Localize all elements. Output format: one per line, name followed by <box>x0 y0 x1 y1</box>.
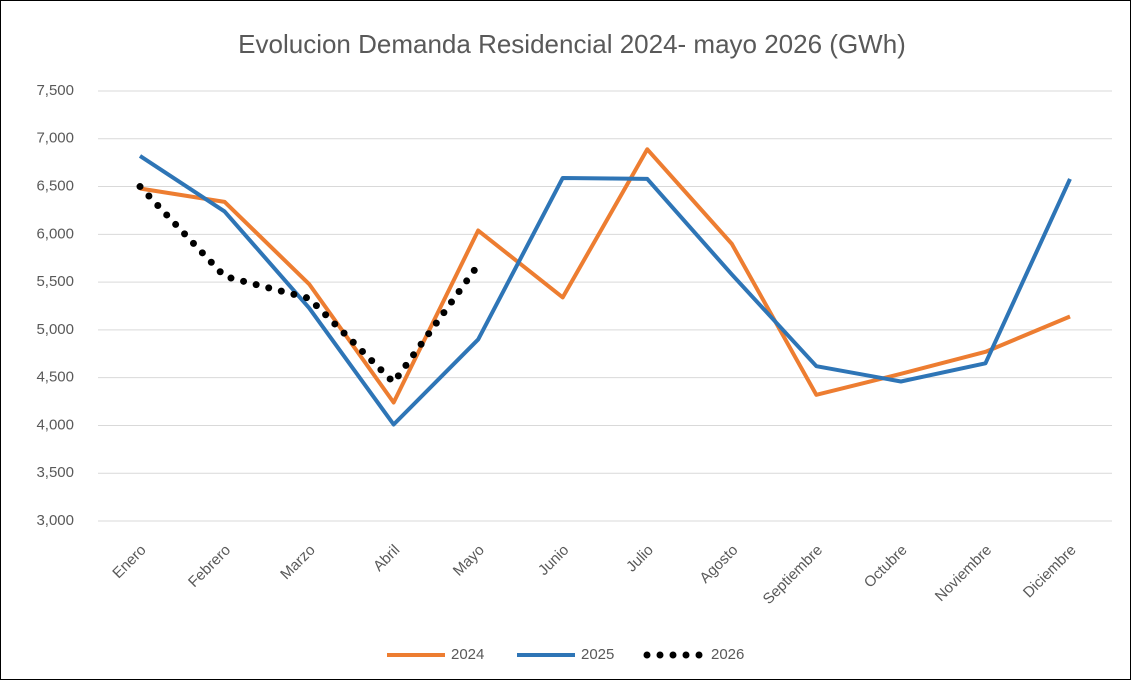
y-tick-label: 6,000 <box>36 225 74 242</box>
y-tick-label: 5,500 <box>36 273 74 290</box>
y-tick-label: 6,500 <box>36 178 74 195</box>
y-tick-label: 7,000 <box>36 130 74 147</box>
legend-label: 2024 <box>451 646 484 663</box>
series-line <box>136 183 482 388</box>
y-tick-label: 4,500 <box>36 369 74 386</box>
y-tick-label: 3,000 <box>36 512 74 529</box>
legend-label: 2026 <box>711 646 744 663</box>
y-tick-label: 4,000 <box>36 416 74 433</box>
legend-label: 2025 <box>581 646 614 663</box>
y-tick-label: 7,500 <box>36 82 74 99</box>
y-tick-label: 5,000 <box>36 321 74 338</box>
series-line <box>139 147 1071 405</box>
chart-title: Evolucion Demanda Residencial 2024- mayo… <box>238 29 906 59</box>
y-tick-label: 3,500 <box>36 464 74 481</box>
